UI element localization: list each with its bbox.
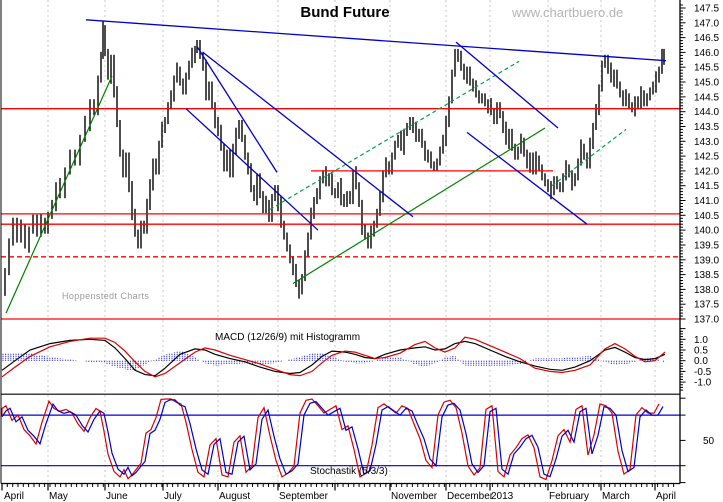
svg-text:0.0: 0.0 [694, 356, 708, 367]
svg-text:-0.5: -0.5 [694, 367, 712, 378]
svg-text:143.5: 143.5 [694, 122, 719, 133]
svg-text:November: November [391, 491, 438, 502]
svg-text:April: April [4, 491, 24, 502]
svg-text:June: June [106, 491, 128, 502]
svg-text:September: September [279, 491, 329, 502]
support-resistance-lines [1, 108, 680, 320]
svg-text:138.5: 138.5 [694, 270, 719, 281]
svg-text:144.0: 144.0 [694, 107, 719, 118]
svg-text:2013: 2013 [491, 491, 514, 502]
svg-text:140.5: 140.5 [694, 211, 719, 222]
watermark-chartbuero: www.chartbuero.de [512, 5, 624, 20]
time-axis: April May June July August September November D… [1, 483, 676, 502]
svg-text:139.0: 139.0 [694, 255, 719, 266]
svg-text:138.0: 138.0 [694, 285, 719, 296]
stochastik-panel-label: Stochastik (5/3/3) [310, 466, 388, 477]
svg-text:April: April [656, 491, 676, 502]
svg-text:July: July [164, 491, 182, 502]
svg-text:50: 50 [703, 436, 715, 447]
svg-text:March: March [602, 491, 630, 502]
svg-text:141.5: 141.5 [694, 181, 719, 192]
svg-text:142.0: 142.0 [694, 166, 719, 177]
svg-text:141.0: 141.0 [694, 196, 719, 207]
svg-text:145.5: 145.5 [694, 63, 719, 74]
svg-text:-1.0: -1.0 [694, 378, 712, 389]
watermark-hoppenstedt: Hoppenstedt Charts [62, 291, 150, 301]
svg-text:February: February [549, 491, 589, 502]
svg-text:145.0: 145.0 [694, 78, 719, 89]
svg-text:142.5: 142.5 [694, 152, 719, 163]
svg-text:137.0: 137.0 [694, 315, 719, 326]
chart-title: Bund Future [300, 4, 390, 21]
svg-text:147.5: 147.5 [694, 4, 719, 15]
trendlines-blue [85, 19, 667, 231]
svg-text:August: August [219, 491, 250, 502]
grid [47, 0, 656, 484]
svg-text:0.5: 0.5 [694, 346, 708, 357]
svg-text:May: May [49, 491, 68, 502]
svg-text:140.0: 140.0 [694, 226, 719, 237]
stochastik-panel [1, 398, 680, 481]
svg-text:146.5: 146.5 [694, 33, 719, 44]
macd-panel-label: MACD (12/26/9) mit Histogramm [215, 332, 361, 343]
price-axis: 147.5 147.0 146.5 146.0 145.5 145.0 144.5 144.0… [680, 4, 719, 484]
svg-text:143.0: 143.0 [694, 137, 719, 148]
svg-text:144.5: 144.5 [694, 92, 719, 103]
macd-panel [1, 336, 666, 378]
svg-text:137.5: 137.5 [694, 300, 719, 311]
svg-text:139.5: 139.5 [694, 240, 719, 251]
trendlines-green [5, 60, 627, 314]
svg-text:147.0: 147.0 [694, 18, 719, 29]
svg-text:December: December [447, 491, 494, 502]
svg-text:146.0: 146.0 [694, 48, 719, 59]
svg-text:1.0: 1.0 [694, 335, 708, 346]
